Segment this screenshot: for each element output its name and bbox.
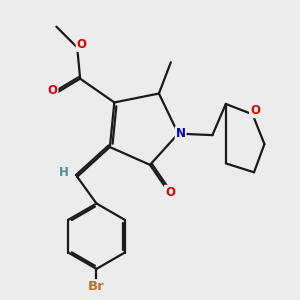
Text: N: N (176, 127, 186, 140)
Text: O: O (250, 104, 260, 117)
Text: O: O (76, 38, 87, 51)
Text: O: O (165, 186, 175, 199)
Text: O: O (47, 84, 58, 97)
Text: H: H (59, 166, 69, 179)
Text: Br: Br (88, 280, 105, 293)
